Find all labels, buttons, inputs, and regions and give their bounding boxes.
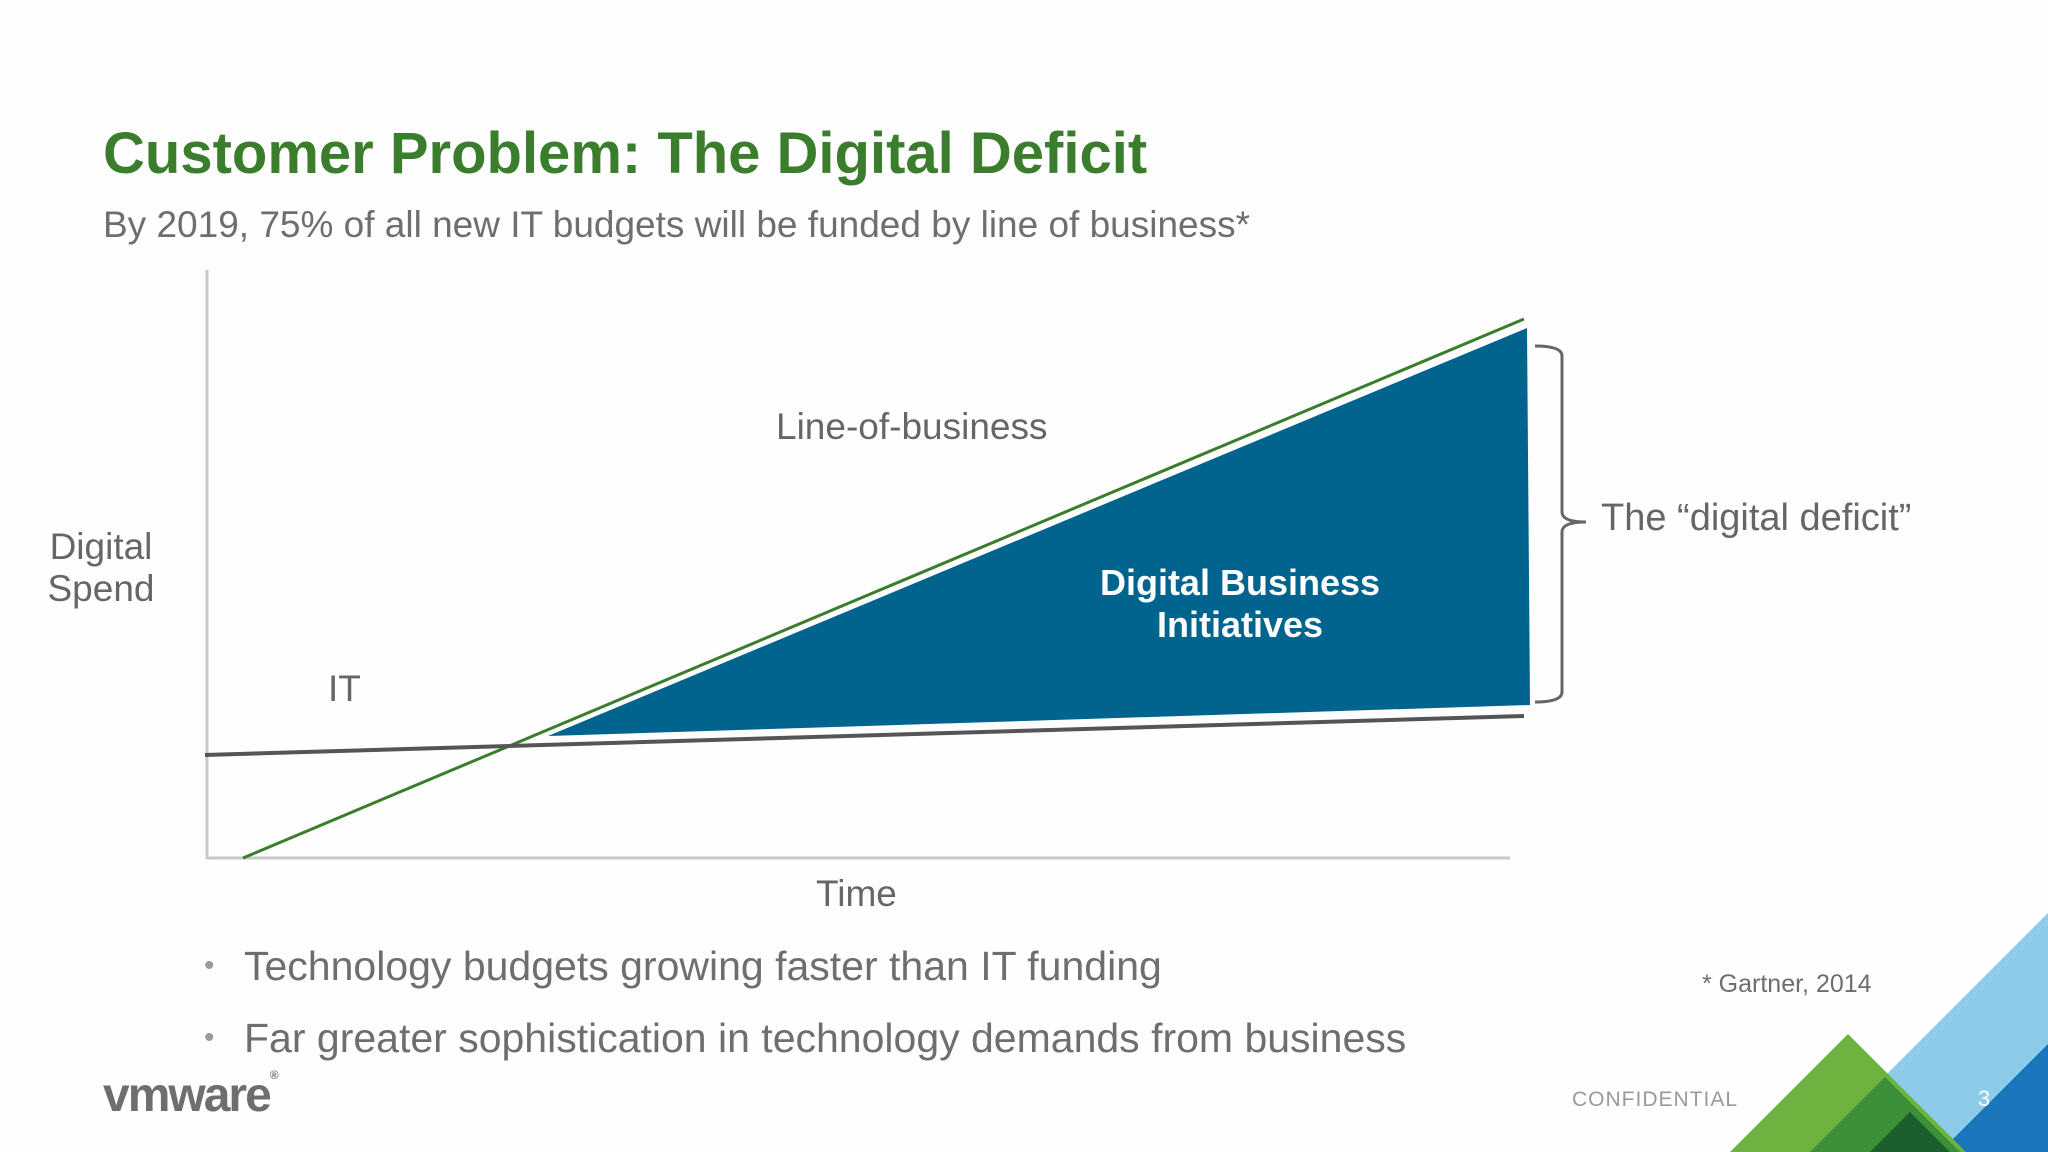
deficit-bracket: [1534, 344, 1587, 704]
x-axis-label: Time: [816, 873, 897, 914]
confidential-label: CONFIDENTIAL: [1572, 1088, 1739, 1111]
slide-subtitle: By 2019, 75% of all new IT budgets will …: [103, 204, 1251, 245]
bullet-item: • Technology budgets growing faster than …: [200, 940, 1406, 1012]
deficit-area-label: Digital Business Initiatives: [1099, 562, 1381, 645]
lob-line: [242, 317, 1525, 860]
deficit-area: [548, 328, 1530, 736]
slide-title: Customer Problem: The Digital Deficit: [103, 121, 1148, 186]
it-line-label: IT: [328, 668, 361, 709]
bullet-dot-icon: •: [204, 949, 215, 982]
vmware-logo: vmware®: [103, 1068, 279, 1122]
bracket-label: The “digital deficit”: [1601, 497, 1912, 539]
source-footnote: * Gartner, 2014: [1702, 970, 1872, 998]
bullet-item: • Far greater sophistication in technolog…: [200, 1012, 1406, 1084]
page-number: 3: [1978, 1086, 1991, 1111]
lob-line-label: Line-of-business: [776, 406, 1048, 447]
bullet-list: • Technology budgets growing faster than …: [200, 940, 1406, 1084]
y-axis-label: Digital Spend: [47, 526, 155, 609]
it-line: [204, 714, 1525, 757]
corner-dark-green-triangle: [1870, 1112, 1950, 1152]
bullet-dot-icon: •: [204, 1021, 215, 1054]
corner-blue-triangle: [1940, 1044, 2048, 1152]
